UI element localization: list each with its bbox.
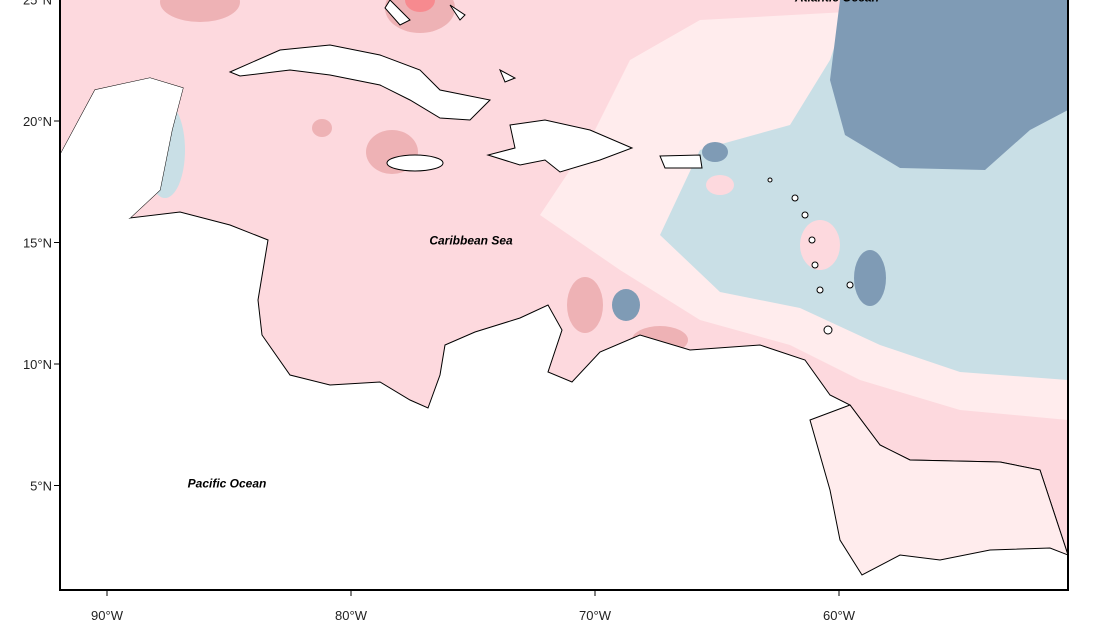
pink-spot: [385, 0, 455, 33]
pink-spot: [800, 220, 840, 270]
dark-blue-spot: [854, 250, 886, 306]
red-spot: [405, 0, 435, 12]
light-pink-spot: [625, 132, 685, 188]
pink-spot: [160, 0, 240, 22]
yucatan: [60, 78, 183, 218]
lon-tick-label: 80°W: [335, 608, 368, 623]
lat-tick-label: 25°N: [23, 0, 52, 8]
bahamas: [384, 0, 517, 83]
hispaniola: [486, 119, 634, 173]
lon-tick-label: 70°W: [579, 608, 612, 623]
puerto-rico: [659, 154, 703, 169]
cuba: [228, 44, 492, 121]
pink-spot: [312, 119, 332, 137]
pink-spot: [567, 277, 603, 333]
dark-blue-spot: [702, 142, 728, 162]
frame: [59, 0, 1069, 591]
lesser-antilles: [767, 177, 854, 335]
lat-tick-label: 15°N: [23, 236, 52, 251]
guianas: [809, 404, 1068, 576]
ocean-label: Atlantic Ocean: [794, 0, 879, 5]
dark-blue-zone: [830, 0, 1068, 170]
jamaica: [386, 154, 444, 172]
lat-tick-label: 10°N: [23, 357, 52, 372]
pink-spot: [706, 175, 734, 195]
ocean-label: Pacific Ocean: [188, 477, 267, 491]
lat-tick-label: 20°N: [23, 114, 52, 129]
map-area: [60, 0, 1068, 590]
dark-blue-spot: [612, 289, 640, 321]
lon-tick-label: 60°W: [823, 608, 856, 623]
lat-tick-label: 5°N: [30, 479, 52, 494]
lon-tick-label: 90°W: [91, 608, 124, 623]
ocean-label: Caribbean Sea: [429, 234, 513, 248]
